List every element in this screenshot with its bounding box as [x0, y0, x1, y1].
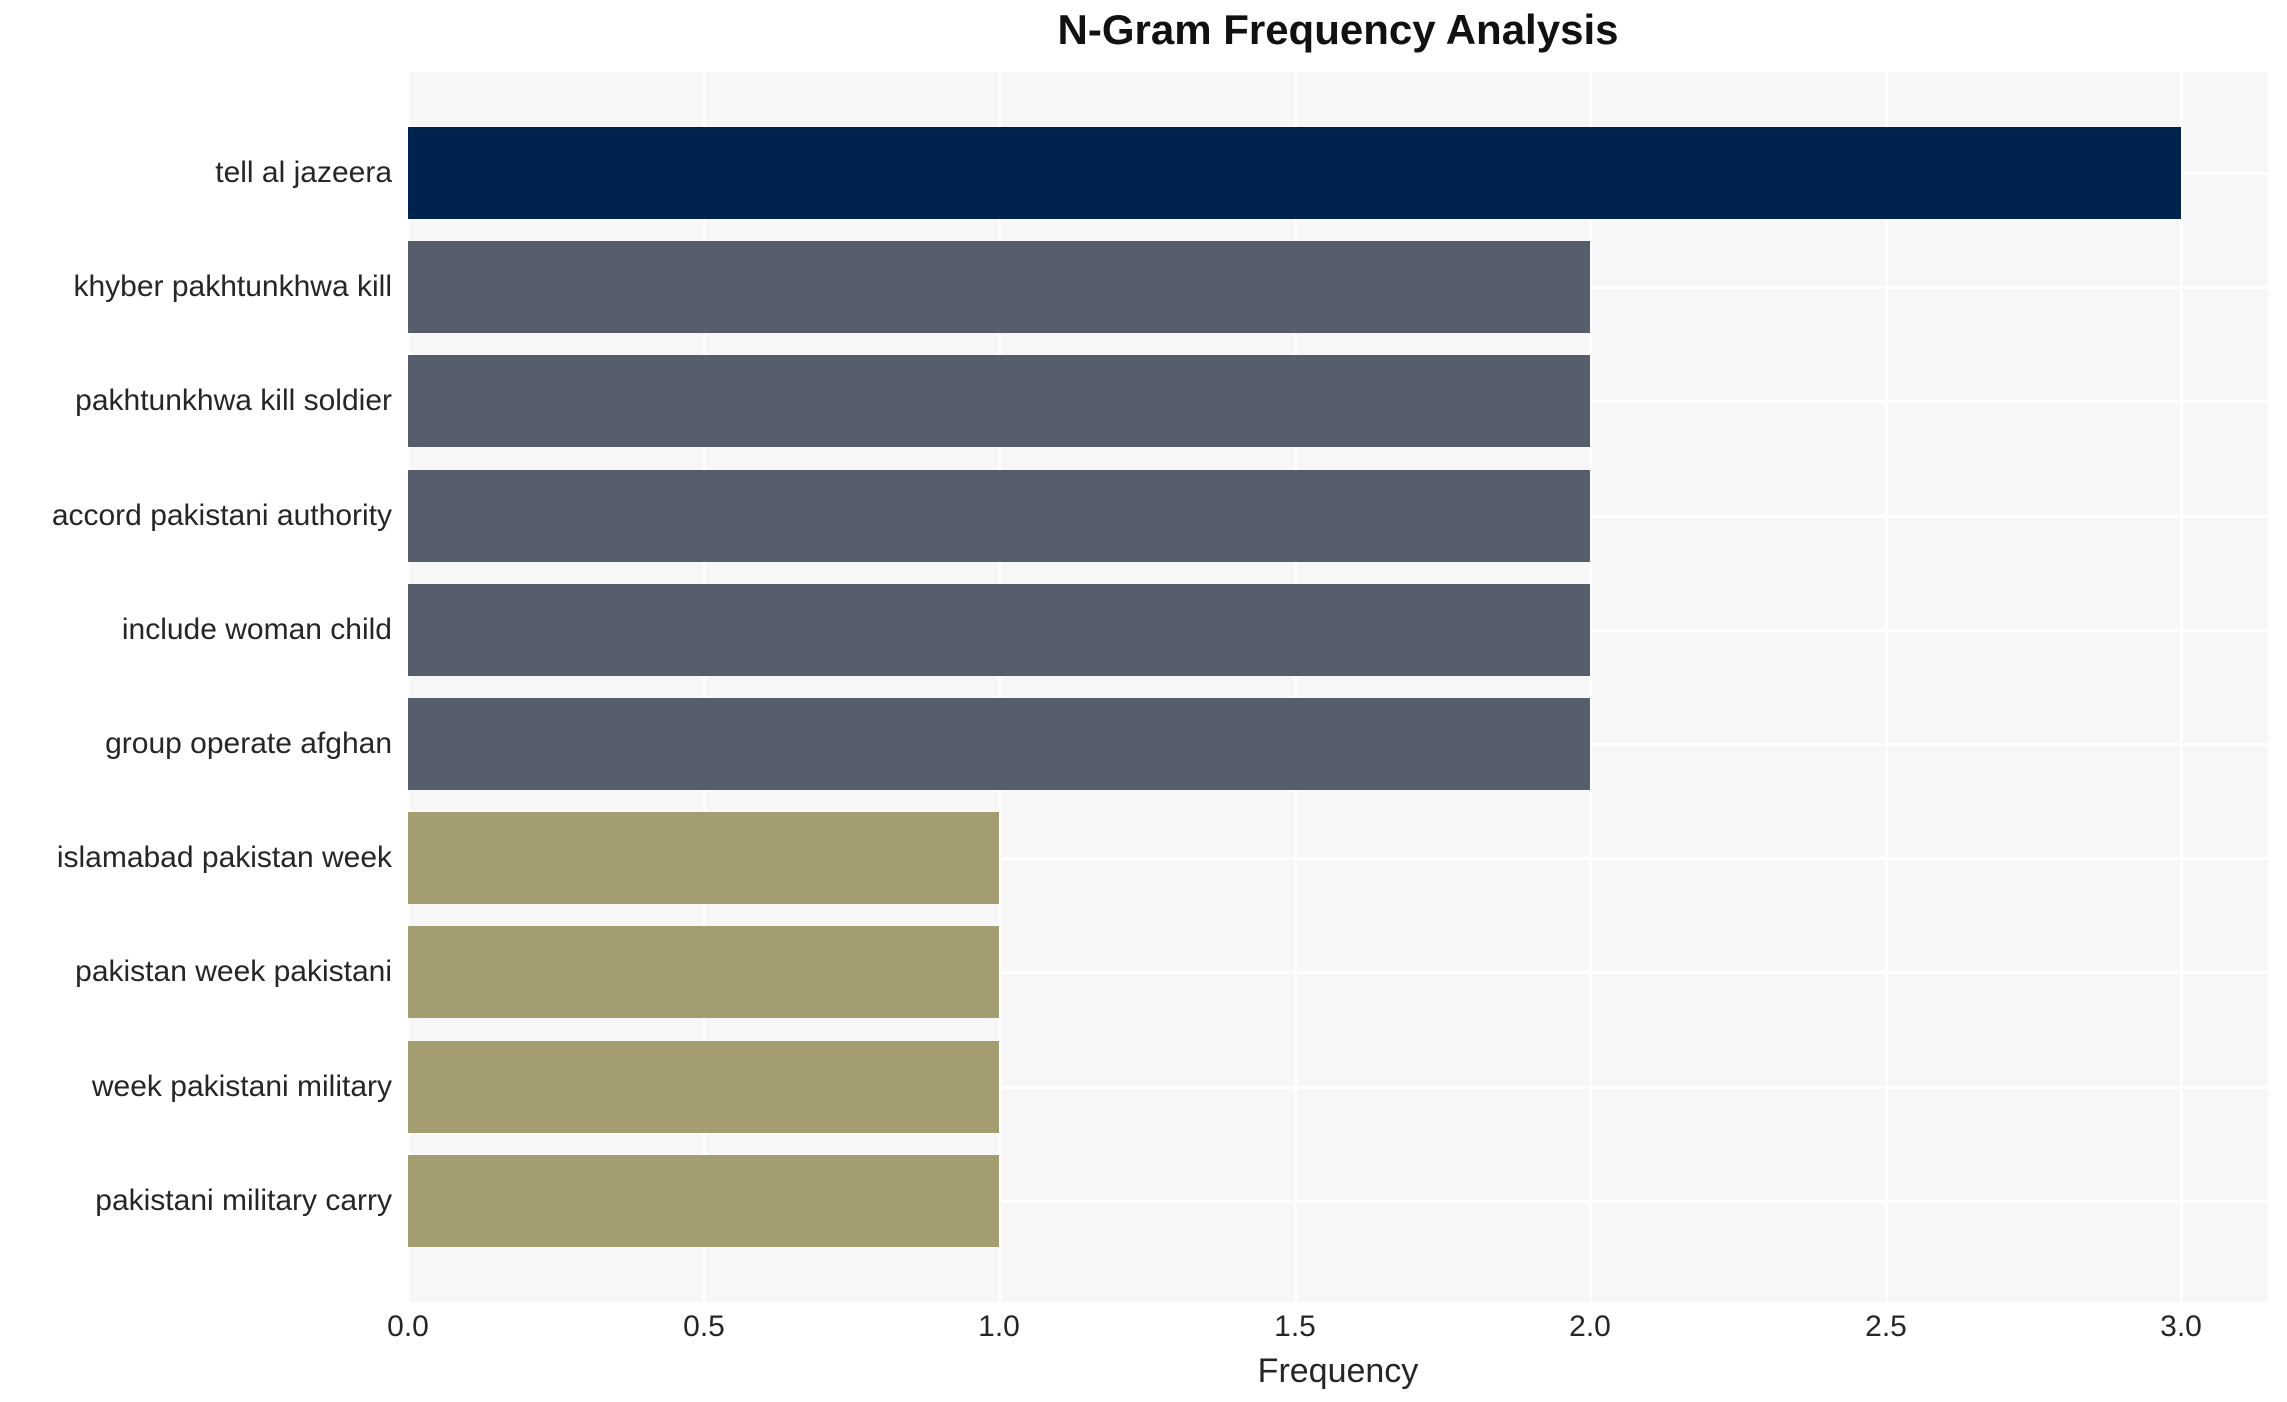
bar — [408, 470, 1590, 562]
x-tick-label: 1.5 — [1274, 1310, 1316, 1343]
gridline-x — [998, 72, 1001, 1302]
category-label: pakistani military carry — [95, 1184, 392, 1217]
gridline-x — [1885, 72, 1888, 1302]
bar — [408, 812, 999, 904]
x-tick-label: 0.5 — [683, 1310, 725, 1343]
bar — [408, 241, 1590, 333]
bar — [408, 584, 1590, 676]
category-label: tell al jazeera — [215, 156, 392, 189]
x-tick-label: 0.0 — [387, 1310, 429, 1343]
gridline-y — [408, 1200, 2268, 1203]
category-label: accord pakistani authority — [51, 499, 392, 532]
gridline-y — [408, 1086, 2268, 1089]
x-axis-label: Frequency — [1257, 1352, 1419, 1390]
x-tick-label: 1.0 — [978, 1310, 1020, 1343]
category-label: islamabad pakistan week — [56, 841, 392, 874]
x-tick-label: 3.0 — [2160, 1310, 2202, 1343]
gridline-x — [1294, 72, 1297, 1302]
gridline-x — [703, 72, 706, 1302]
bar — [408, 1041, 999, 1133]
gridline-x — [2180, 72, 2183, 1302]
x-tick-label: 2.0 — [1569, 1310, 1611, 1343]
bar — [408, 355, 1590, 447]
gridline-x — [1589, 72, 1592, 1302]
bar — [408, 127, 2181, 219]
gridline-y — [408, 971, 2268, 974]
gridline-x — [407, 72, 410, 1302]
category-label: week pakistani military — [91, 1070, 392, 1103]
category-label: group operate afghan — [105, 727, 392, 760]
x-tick-label: 2.5 — [1865, 1310, 1907, 1343]
bar — [408, 698, 1590, 790]
x-axis-ticks: 0.0 0.5 1.0 1.5 2.0 2.5 3.0 — [0, 1310, 2287, 1350]
category-label: pakistan week pakistani — [75, 955, 392, 988]
y-axis-labels: tell al jazeera khyber pakhtunkhwa kill pa… — [0, 72, 392, 1302]
category-label: include woman child — [121, 613, 392, 646]
category-label: khyber pakhtunkhwa kill — [73, 270, 392, 303]
bar — [408, 926, 999, 1018]
chart-title: N-Gram Frequency Analysis — [1057, 6, 1619, 53]
gridline-y — [408, 857, 2268, 860]
bar — [408, 1155, 999, 1247]
plot-area — [407, 72, 2268, 1302]
category-label: pakhtunkhwa kill soldier — [75, 384, 392, 417]
